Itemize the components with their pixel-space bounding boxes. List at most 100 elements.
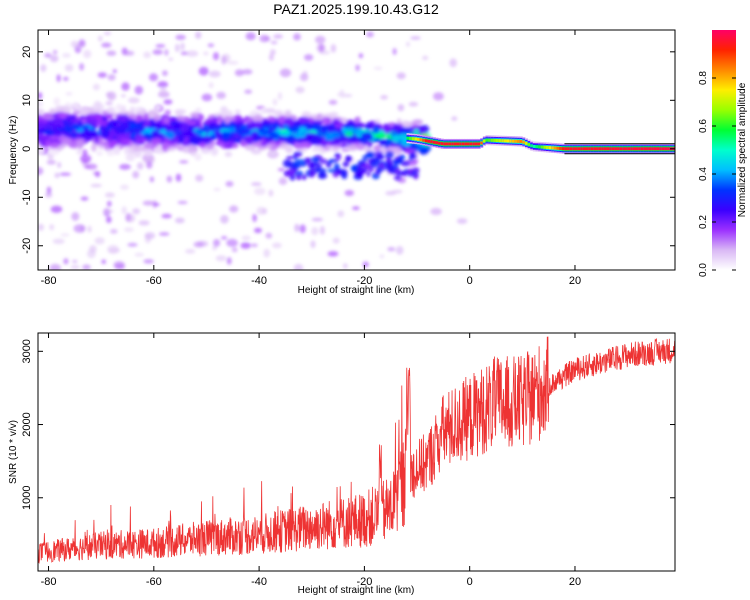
spectrogram-speckle-blob: [234, 69, 244, 77]
spectrogram-speckle-blob: [408, 101, 419, 107]
spectrogram-ridge-cell: [496, 139, 500, 143]
spectrogram-speckle-blob: [46, 159, 56, 165]
spectrogram-speckle-blob: [294, 223, 300, 232]
spectrogram-speckle-blob: [142, 200, 155, 206]
spectrogram-speckle-blob: [87, 249, 96, 259]
spectrogram-lobe-blob: [309, 161, 316, 168]
spectrogram-ridge-cell: [411, 137, 415, 141]
spectrogram-ridge-cell: [564, 147, 568, 151]
spectrogram-ridge-cell: [661, 147, 665, 151]
spectrogram-speckle-blob: [119, 163, 131, 170]
spectrogram-speckle-blob: [101, 42, 112, 48]
spectrogram-band-blob: [134, 133, 145, 143]
spectrogram-ridge-cell: [651, 147, 655, 151]
spectrogram-band-blob: [284, 117, 295, 127]
spectrogram-speckle-blob: [56, 74, 61, 83]
spectrogram-band-blob: [344, 131, 354, 137]
spectrogram-speckle-blob: [272, 242, 282, 249]
spectrogram-ridge-cell: [627, 147, 631, 151]
spectrogram-band-blob: [321, 141, 329, 146]
spectrogram-lobe-blob: [316, 168, 327, 173]
spectrogram-ridge-cell: [438, 141, 442, 145]
spectrogram-band-blob: [268, 131, 278, 138]
spectrogram-band-blob: [47, 148, 60, 156]
spectrogram-ridge-cell: [459, 142, 463, 146]
spectrogram-band-blob: [114, 126, 127, 134]
spectrogram-band-blob: [59, 112, 67, 120]
spectrogram-band-blob: [211, 149, 218, 156]
spectrogram-ridge-cell: [446, 142, 450, 146]
spectrogram-band-blob: [106, 122, 114, 129]
spectrogram-lobe-blob: [413, 173, 419, 180]
x-tick-label: 0: [467, 275, 473, 287]
spectrogram-band-blob: [349, 134, 356, 142]
spectrogram-speckle-blob: [60, 233, 70, 237]
spectrogram-speckle-blob: [395, 245, 404, 255]
spectrogram-speckle-blob: [293, 33, 301, 41]
spectrogram-band-blob: [72, 123, 81, 130]
spectrogram-band-blob: [216, 132, 223, 141]
spectrogram-speckle-blob: [105, 101, 113, 106]
spectrogram-speckle-blob: [174, 43, 180, 53]
spectrogram-ridge-cell: [506, 139, 510, 143]
spectrogram-speckle-blob: [121, 206, 127, 215]
spectrogram-speckle-blob: [328, 99, 338, 105]
spectrogram-band-blob: [420, 126, 426, 134]
colorbar-tick-label: 0.0: [698, 263, 709, 277]
spectrogram-band-blob: [189, 145, 198, 152]
spectrogram-lobe-blob: [327, 168, 337, 173]
spectrogram-ridge-cell: [648, 147, 652, 151]
spectrogram-ridge-cell: [435, 141, 439, 145]
spectrogram-band-blob: [227, 126, 236, 133]
spectrogram-speckle-blob: [344, 189, 354, 197]
spectrogram-band-blob: [46, 115, 55, 121]
spectrogram-band-blob: [81, 130, 91, 140]
spectrogram-lobe-blob: [366, 171, 371, 177]
spectrogram-ridge-cell: [622, 147, 626, 151]
spectrogram-ridge-cell: [511, 139, 515, 143]
spectrogram-lobe-blob: [393, 175, 402, 181]
y-tick-label: 20: [21, 46, 33, 58]
spectrogram-speckle-blob: [70, 265, 80, 269]
spectrogram-speckle-blob: [244, 89, 253, 94]
snr-y-ticks: 1000 2000 3000: [21, 339, 675, 510]
spectrogram-ridge-cell: [540, 145, 544, 149]
spectrogram-lobe-blob: [350, 164, 358, 172]
spectrogram-band-blob: [260, 107, 267, 114]
spectrogram-speckle-blob: [337, 210, 345, 218]
spectrogram-speckle-blob: [143, 259, 154, 264]
spectrogram-speckle-blob: [175, 173, 182, 182]
spectrogram-band-blob: [378, 139, 389, 144]
spectrogram-band-blob: [91, 143, 97, 152]
spectrogram-lobe-blob: [355, 171, 363, 179]
spectrogram-ridge-cell: [464, 142, 468, 146]
spectrogram-band-blob: [234, 109, 241, 115]
spectrogram-ridge: [406, 133, 675, 155]
spectrogram-speckle-blob: [311, 227, 319, 236]
colorbar-gradient: [712, 30, 736, 270]
spectrogram-speckle-blob: [195, 31, 202, 39]
spectrogram-band-blob: [392, 124, 401, 131]
spectrogram-band-blob: [216, 115, 223, 124]
spectrogram-speckle-blob: [125, 212, 131, 222]
spectrogram-lobe-blob: [411, 151, 417, 159]
spectrogram-ridge-cell: [596, 147, 600, 151]
spectrogram-band-blob: [147, 109, 159, 118]
spectrogram-speckle-blob: [49, 224, 55, 231]
spectrogram-ridge-cell: [422, 138, 426, 142]
spectrogram-band-blob: [199, 142, 206, 148]
spectrogram-speckle-blob: [152, 49, 163, 55]
spectrogram-band-blob: [286, 134, 296, 143]
spectrogram-speckle-blob: [342, 263, 348, 269]
spectrogram-speckle-blob: [121, 94, 126, 98]
spectrogram-band-blob: [76, 150, 83, 155]
spectrogram-speckle-blob: [208, 82, 214, 89]
spectrogram-band-blob: [132, 150, 143, 158]
spectrogram-speckle-blob: [366, 31, 374, 38]
spectrogram-speckle-blob: [50, 205, 63, 213]
spectrogram-speckle-blob: [46, 186, 52, 195]
spectrogram-lobe-blob: [335, 169, 342, 175]
spectrogram-ridge-cell: [653, 147, 657, 151]
spectrogram-speckle-blob: [252, 213, 257, 223]
spectrogram-speckle-blob: [70, 40, 79, 48]
